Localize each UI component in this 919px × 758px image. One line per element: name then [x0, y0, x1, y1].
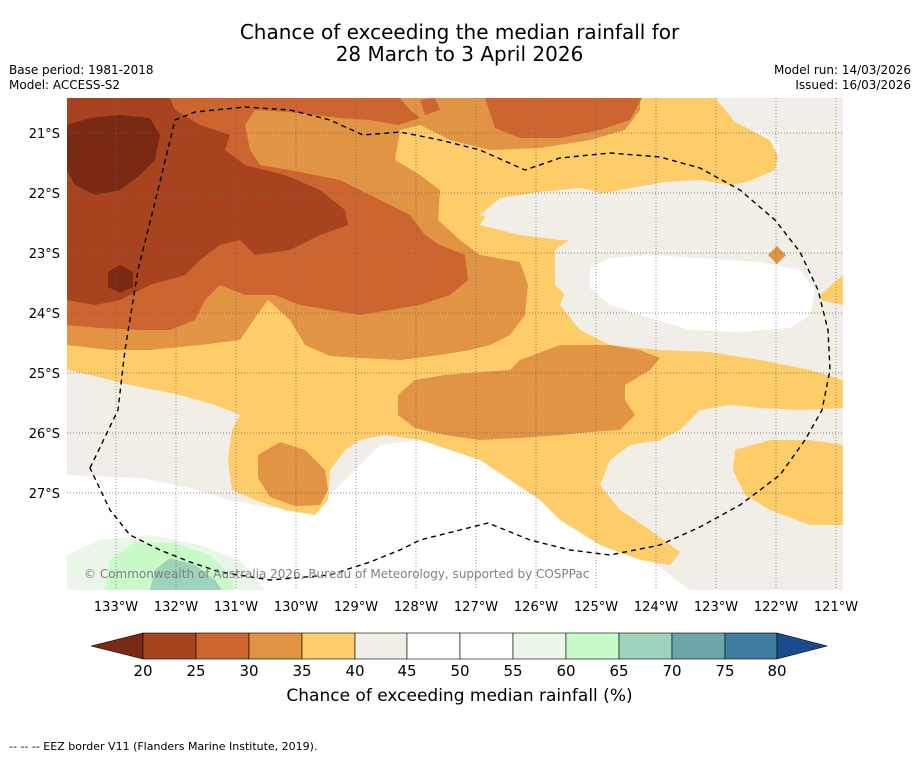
contour-25-30-speck [420, 98, 440, 115]
lat-label: 25°S [29, 367, 60, 382]
lon-label: 130°W [274, 600, 318, 615]
colorbar-swatch [195, 632, 250, 660]
colorbar-tick: 80 [767, 662, 786, 680]
colorbar-title: Chance of exceeding median rainfall (%) [286, 686, 633, 706]
eez-legend-footer: -- -- -- EEZ border V11 (Flanders Marine… [9, 740, 318, 753]
grid-lines [115, 98, 837, 590]
lon-label: 121°W [814, 600, 858, 615]
contour-35-40-east [733, 440, 843, 525]
copyright-text: © Commonwealth of Australia 2026, Bureau… [84, 567, 589, 581]
colorbar-swatch [301, 632, 356, 660]
colorbar-swatch [512, 632, 567, 660]
eez-border [89, 106, 831, 581]
title-line-1: Chance of exceeding the median rainfall … [239, 20, 680, 44]
colorbar-swatch [459, 632, 514, 660]
colorbar-tick: 25 [186, 662, 205, 680]
colorbar-swatch [248, 632, 303, 660]
lat-label: 26°S [29, 427, 60, 442]
colorbar-swatch [671, 632, 726, 660]
model-name: Model: ACCESS-S2 [9, 78, 121, 92]
colorbar-swatch [354, 632, 408, 660]
contour-30-35-speck [768, 246, 786, 264]
contour-40-45-north [480, 188, 600, 230]
lon-label: 125°W [574, 600, 618, 615]
colorbar-tick: 70 [662, 662, 681, 680]
colorbar-tick: 30 [239, 662, 258, 680]
colorbar-tick: 60 [556, 662, 575, 680]
lat-label: 24°S [29, 307, 60, 322]
lon-label: 128°W [394, 600, 438, 615]
colorbar-arrow-high [776, 632, 829, 660]
meta-right: Model run: 14/03/2026 Issued: 16/03/2026 [774, 63, 911, 93]
lon-label: 122°W [754, 600, 798, 615]
colorbar-swatch [142, 632, 197, 660]
lon-label: 129°W [334, 600, 378, 615]
colorbar-swatch [406, 632, 461, 660]
lon-label: 131°W [214, 600, 258, 615]
grid-lines-lat [67, 132, 843, 494]
colorbar-tick: 40 [345, 662, 364, 680]
model-run: Model run: 14/03/2026 [773, 63, 911, 77]
base-period: Base period: 1981-2018 [9, 63, 154, 77]
title-line-2: 28 March to 3 April 2026 [335, 42, 584, 66]
contour-30-35-sw [258, 442, 328, 506]
colorbar [90, 632, 829, 660]
contour-lt-20 [67, 115, 160, 195]
map-area: © Commonwealth of Australia 2026, Bureau… [67, 98, 843, 590]
colorbar-tick: 35 [292, 662, 311, 680]
colorbar-tick: 55 [503, 662, 522, 680]
contour-lt-20-small [108, 265, 133, 293]
colorbar-arrow-low [90, 632, 144, 660]
lat-label: 23°S [29, 247, 60, 262]
colorbar-tick: 65 [609, 662, 628, 680]
lon-label: 124°W [634, 600, 678, 615]
lat-label: 21°S [29, 127, 60, 142]
colorbar-tick: 45 [397, 662, 416, 680]
issued-date: Issued: 16/03/2026 [795, 78, 911, 92]
lon-label: 126°W [514, 600, 558, 615]
lat-label: 27°S [29, 487, 60, 502]
contour-65-70 [150, 558, 222, 590]
lon-label: 127°W [454, 600, 498, 615]
colorbar-tick: 75 [715, 662, 734, 680]
colorbar-swatch [565, 632, 620, 660]
contour-30-35-center [398, 345, 660, 440]
contour-25-30-ne [485, 98, 642, 138]
meta-left: Base period: 1981-2018 Model: ACCESS-S2 [9, 63, 154, 93]
lon-label: 133°W [94, 600, 138, 615]
colorbar-tick: 20 [133, 662, 152, 680]
colorbar-swatch [618, 632, 673, 660]
colorbar-swatch [724, 632, 778, 660]
colorbar-tick: 50 [450, 662, 469, 680]
lon-label: 132°W [154, 600, 198, 615]
lat-label: 22°S [29, 187, 60, 202]
contour-45-55-south [67, 440, 690, 590]
lon-label: 123°W [694, 600, 738, 615]
